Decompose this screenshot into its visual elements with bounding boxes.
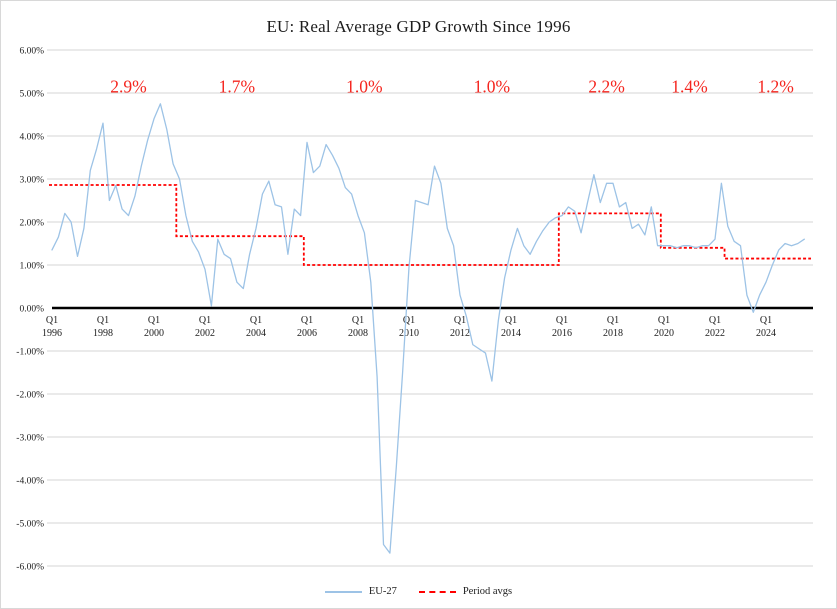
x-tick-label-year: 2002 xyxy=(195,328,215,339)
y-tick-label: -4.00% xyxy=(16,477,44,487)
y-axis-tick-labels: 6.00% 5.00% 4.00% 3.00% 2.00% 1.00% 0.00% -1.00… xyxy=(16,47,44,573)
period-average-annotation: 2.9% xyxy=(110,77,146,97)
x-tick-label-quarter: Q1 xyxy=(454,315,466,326)
x-axis-tick-labels: Q1 1996 Q1 1998 Q1 2000 Q1 2002 Q1 2004 Q1 2006 Q1 20… xyxy=(42,315,776,339)
y-tick-label: -5.00% xyxy=(16,520,44,530)
legend-label-eu27: EU-27 xyxy=(368,586,397,597)
x-tick-label-quarter: Q1 xyxy=(505,315,517,326)
y-tick-label: 6.00% xyxy=(19,47,44,57)
x-tick-label-quarter: Q1 xyxy=(709,315,721,326)
y-tick-label: 1.00% xyxy=(19,262,44,272)
x-tick-label-quarter: Q1 xyxy=(301,315,313,326)
x-tick-label-year: 2004 xyxy=(246,328,266,339)
y-tick-label: 2.00% xyxy=(19,219,44,229)
x-tick-label-quarter: Q1 xyxy=(250,315,262,326)
legend-item-period-avgs: Period avgs xyxy=(418,586,513,597)
x-tick-label-quarter: Q1 xyxy=(760,315,772,326)
y-tick-label: -6.00% xyxy=(16,563,44,573)
y-gridlines xyxy=(47,49,813,567)
period-avgs-line-swatch xyxy=(418,590,456,593)
x-tick-label-year: 2000 xyxy=(144,328,164,339)
x-tick-label-year: 2014 xyxy=(501,328,521,339)
y-tick-label: 5.00% xyxy=(19,90,44,100)
x-tick-label-quarter: Q1 xyxy=(97,315,109,326)
x-tick-label-quarter: Q1 xyxy=(46,315,58,326)
period-average-annotation: 1.7% xyxy=(219,77,255,97)
x-tick-label-quarter: Q1 xyxy=(199,315,211,326)
x-tick-label-year: 2006 xyxy=(297,328,317,339)
x-tick-label-quarter: Q1 xyxy=(607,315,619,326)
x-tick-label-year: 2018 xyxy=(603,328,623,339)
eu27-line-swatch xyxy=(324,590,362,593)
x-tick-label-year: 1996 xyxy=(42,328,62,339)
x-tick-label-quarter: Q1 xyxy=(658,315,670,326)
x-tick-label-year: 2010 xyxy=(399,328,419,339)
y-tick-label: -1.00% xyxy=(16,348,44,358)
period-average-annotation: 1.0% xyxy=(474,77,510,97)
x-tick-label-year: 2012 xyxy=(450,328,470,339)
x-tick-label-year: 2008 xyxy=(348,328,368,339)
period-average-annotation: 1.2% xyxy=(757,77,793,97)
legend-item-eu27: EU-27 xyxy=(324,586,397,597)
period-average-annotation: 2.2% xyxy=(588,77,624,97)
legend: EU-27 Period avgs xyxy=(1,586,836,597)
x-tick-label-year: 1998 xyxy=(93,328,113,339)
x-tick-label-year: 2022 xyxy=(705,328,725,339)
period-average-annotation: 1.4% xyxy=(671,77,707,97)
y-tick-label: 0.00% xyxy=(19,305,44,315)
x-tick-label-quarter: Q1 xyxy=(556,315,568,326)
eu27-line-path xyxy=(51,103,805,554)
x-tick-label-quarter: Q1 xyxy=(148,315,160,326)
y-tick-label: -3.00% xyxy=(16,434,44,444)
period-average-annotation: 1.0% xyxy=(346,77,382,97)
y-tick-label: 3.00% xyxy=(19,176,44,186)
legend-label-period-avgs: Period avgs xyxy=(462,586,513,597)
period-avgs-step-line xyxy=(49,184,811,266)
y-tick-label: 4.00% xyxy=(19,133,44,143)
x-tick-label-quarter: Q1 xyxy=(352,315,364,326)
y-tick-label: -2.00% xyxy=(16,391,44,401)
x-tick-label-year: 2016 xyxy=(552,328,572,339)
period-avgs-series-line xyxy=(49,184,811,266)
eu27-series-line xyxy=(51,103,805,554)
period-average-annotations: 2.9% 1.7% 1.0% 1.0% 2.2% 1.4% 1.2% xyxy=(110,77,794,97)
x-tick-label-quarter: Q1 xyxy=(403,315,415,326)
x-tick-label-year: 2020 xyxy=(654,328,674,339)
chart-title: EU: Real Average GDP Growth Since 1996 xyxy=(266,17,571,36)
x-tick-label-year: 2024 xyxy=(756,328,776,339)
